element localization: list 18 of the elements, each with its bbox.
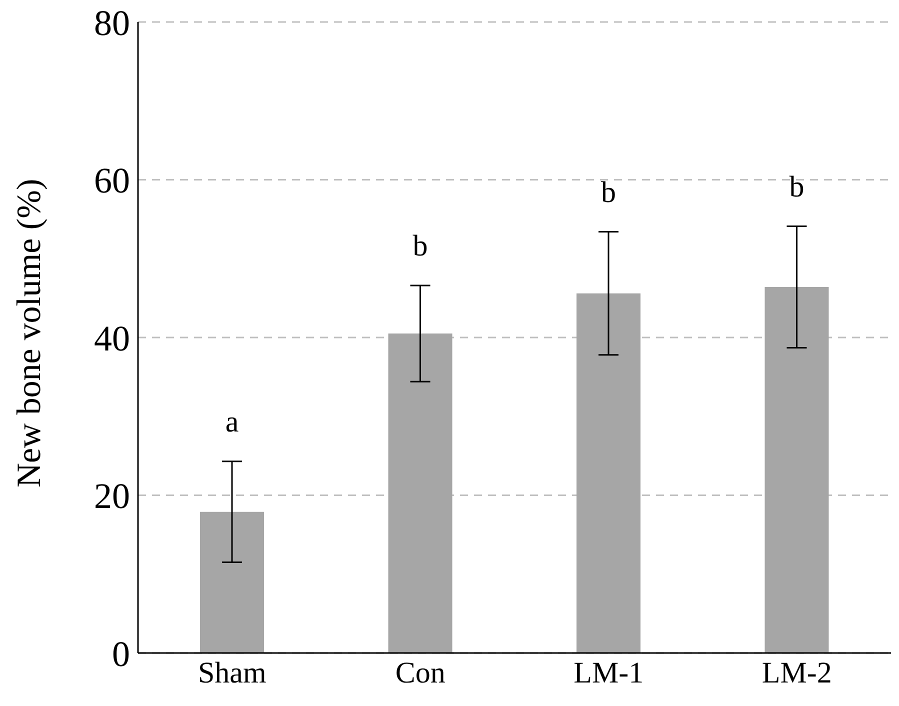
x-tick-label: LM-2 (762, 656, 832, 690)
annotation: b (601, 176, 616, 209)
bar (764, 287, 829, 653)
y-tick-label: 80 (94, 2, 130, 43)
annotation: a (225, 405, 239, 438)
x-tick-label: LM-1 (574, 656, 644, 690)
bar (576, 293, 640, 653)
bar (388, 334, 452, 653)
bar (200, 512, 264, 653)
y-tick-label: 60 (94, 160, 130, 201)
y-tick-label: 40 (94, 318, 130, 358)
annotation: b (789, 170, 804, 204)
x-tick-label: Con (395, 656, 446, 690)
y-tick-label: 0 (112, 634, 130, 674)
x-tick-label: Sham (198, 656, 266, 690)
y-axis-title: New bone volume (%) (11, 178, 48, 488)
annotation: b (412, 229, 428, 262)
y-tick-label: 20 (94, 476, 130, 516)
